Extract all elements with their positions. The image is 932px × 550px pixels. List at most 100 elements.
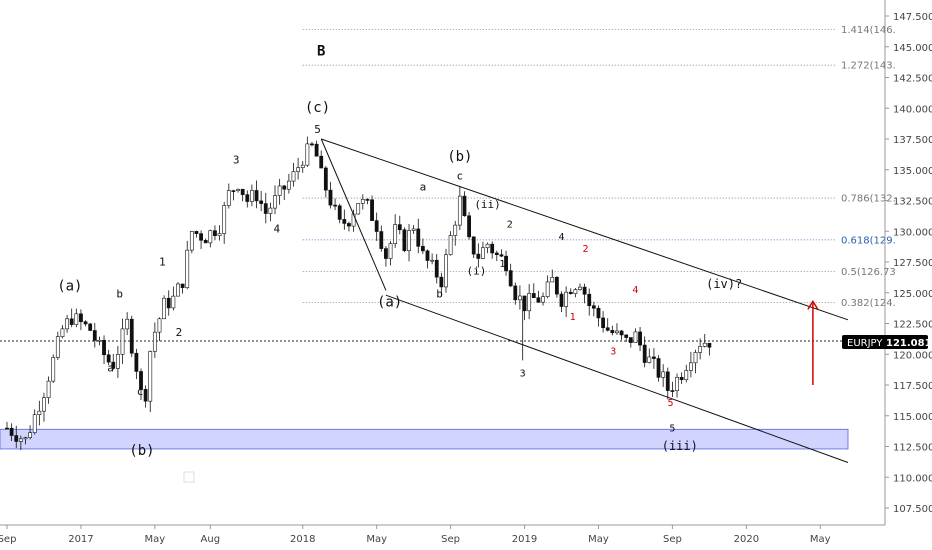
y-tick-label: 117.500: [893, 381, 932, 392]
wave-label: 2: [507, 220, 513, 231]
candle-down: [665, 371, 670, 391]
wave-label: B: [317, 43, 325, 59]
candle-up: [291, 171, 296, 182]
candle-up: [157, 318, 162, 333]
candle-down: [194, 231, 199, 234]
wave-label: b: [116, 288, 123, 301]
candle-down: [384, 248, 388, 259]
x-tick-label: May: [366, 534, 387, 545]
candle-up: [116, 354, 120, 369]
trendline-channel-left[interactable]: [320, 138, 387, 291]
candle-down: [434, 259, 439, 278]
candle-up: [51, 357, 56, 382]
candle-down: [139, 371, 143, 390]
symbol-price-tag: EURJPY 121.081: [842, 335, 932, 349]
y-tick-label: 125.000: [893, 289, 932, 300]
wave-label: (iv)?: [706, 277, 742, 291]
candle-down: [106, 354, 111, 363]
subwave-label: 2: [583, 244, 589, 255]
candle-up: [633, 331, 638, 343]
y-tick-label: 140.000: [893, 104, 932, 115]
fib-level-label: 0.5(126.73: [841, 267, 896, 278]
candle-down: [513, 285, 518, 301]
candle-down: [9, 427, 14, 436]
candle-down: [231, 190, 236, 192]
candle-down: [143, 389, 148, 402]
time-axis[interactable]: Sep 2017 May Aug 2018 May Sep 2019 May Sep 2020 May: [0, 525, 831, 545]
candle-up: [573, 289, 578, 294]
subwave-label: 5: [668, 398, 674, 409]
candle-up: [393, 224, 398, 244]
candle-down: [337, 205, 342, 220]
x-tick-label: 2019: [512, 534, 537, 545]
candle-down: [310, 143, 314, 146]
wave-label: 1: [159, 256, 166, 269]
candle-up: [208, 230, 213, 244]
candle-up: [702, 342, 707, 347]
x-tick-label: 2018: [290, 534, 315, 545]
y-tick-label: 130.000: [893, 227, 932, 238]
candle-up: [564, 291, 569, 307]
candle-down: [425, 250, 430, 261]
candle-up: [222, 205, 227, 234]
candle-up: [661, 371, 666, 378]
wave-label: 5: [669, 424, 675, 435]
support-zone: [0, 428, 849, 450]
candle-down: [568, 291, 573, 294]
wave-label: a: [107, 361, 114, 374]
y-tick-label: 145.000: [893, 43, 932, 54]
wave-label: c: [457, 170, 464, 183]
candle-up: [545, 281, 550, 297]
subwave-label: 1: [570, 312, 576, 323]
wave-labels: B (c) 5 3 4 1 2 (a) b a c (b) (b) a c (ii) 2 1 (i) b (a) 4 3 5 (…: [57, 43, 742, 459]
candle-up: [305, 143, 310, 166]
candle-up: [485, 243, 490, 249]
candle-up: [148, 351, 153, 402]
candle-up: [360, 199, 365, 204]
y-tick-label: 120.000: [893, 350, 932, 361]
candle-down: [245, 194, 250, 202]
candle-up: [277, 185, 282, 196]
wave-label: (a): [377, 294, 402, 310]
candle-down: [605, 327, 610, 331]
candle-down: [129, 318, 134, 354]
candle-up: [65, 318, 69, 330]
candle-down: [642, 344, 647, 363]
candle-down: [531, 293, 536, 298]
candle-up: [693, 352, 698, 364]
subwave-label: 3: [610, 346, 616, 357]
candle-up: [37, 410, 42, 416]
y-tick-label: 110.000: [893, 473, 932, 484]
candle-down: [462, 195, 467, 217]
candle-up: [527, 293, 532, 312]
candle-down: [203, 239, 208, 244]
candle-up: [457, 195, 462, 226]
y-tick-label: 112.500: [893, 443, 932, 454]
candle-up: [18, 438, 23, 442]
candle-down: [707, 342, 712, 348]
candle-down: [319, 155, 324, 169]
wave-label: b: [436, 288, 443, 301]
y-tick-label: 132.500: [893, 197, 932, 208]
candle-up: [296, 167, 301, 172]
candle-up: [453, 224, 458, 236]
candle-down: [467, 215, 471, 238]
wave-label: 4: [274, 222, 281, 235]
candle-down: [670, 390, 675, 392]
candle-down: [314, 143, 319, 157]
candle-up: [444, 254, 448, 288]
price-axis[interactable]: 147.500 145.000 142.500 140.000 137.500 135.0…: [885, 12, 932, 515]
wave-label: (i): [467, 264, 487, 277]
candle-down: [83, 321, 88, 325]
trendline-channel-upper[interactable]: [321, 138, 849, 321]
trendline-channel-lower[interactable]: [385, 294, 849, 463]
candle-down: [102, 339, 106, 356]
y-tick-label: 135.000: [893, 166, 932, 177]
candle-up: [250, 190, 254, 202]
x-tick-label: 2020: [734, 534, 759, 545]
wave-label: (c): [305, 100, 330, 116]
candle-down: [370, 199, 374, 221]
candle-up: [448, 235, 453, 256]
wave-label: 4: [558, 232, 564, 243]
